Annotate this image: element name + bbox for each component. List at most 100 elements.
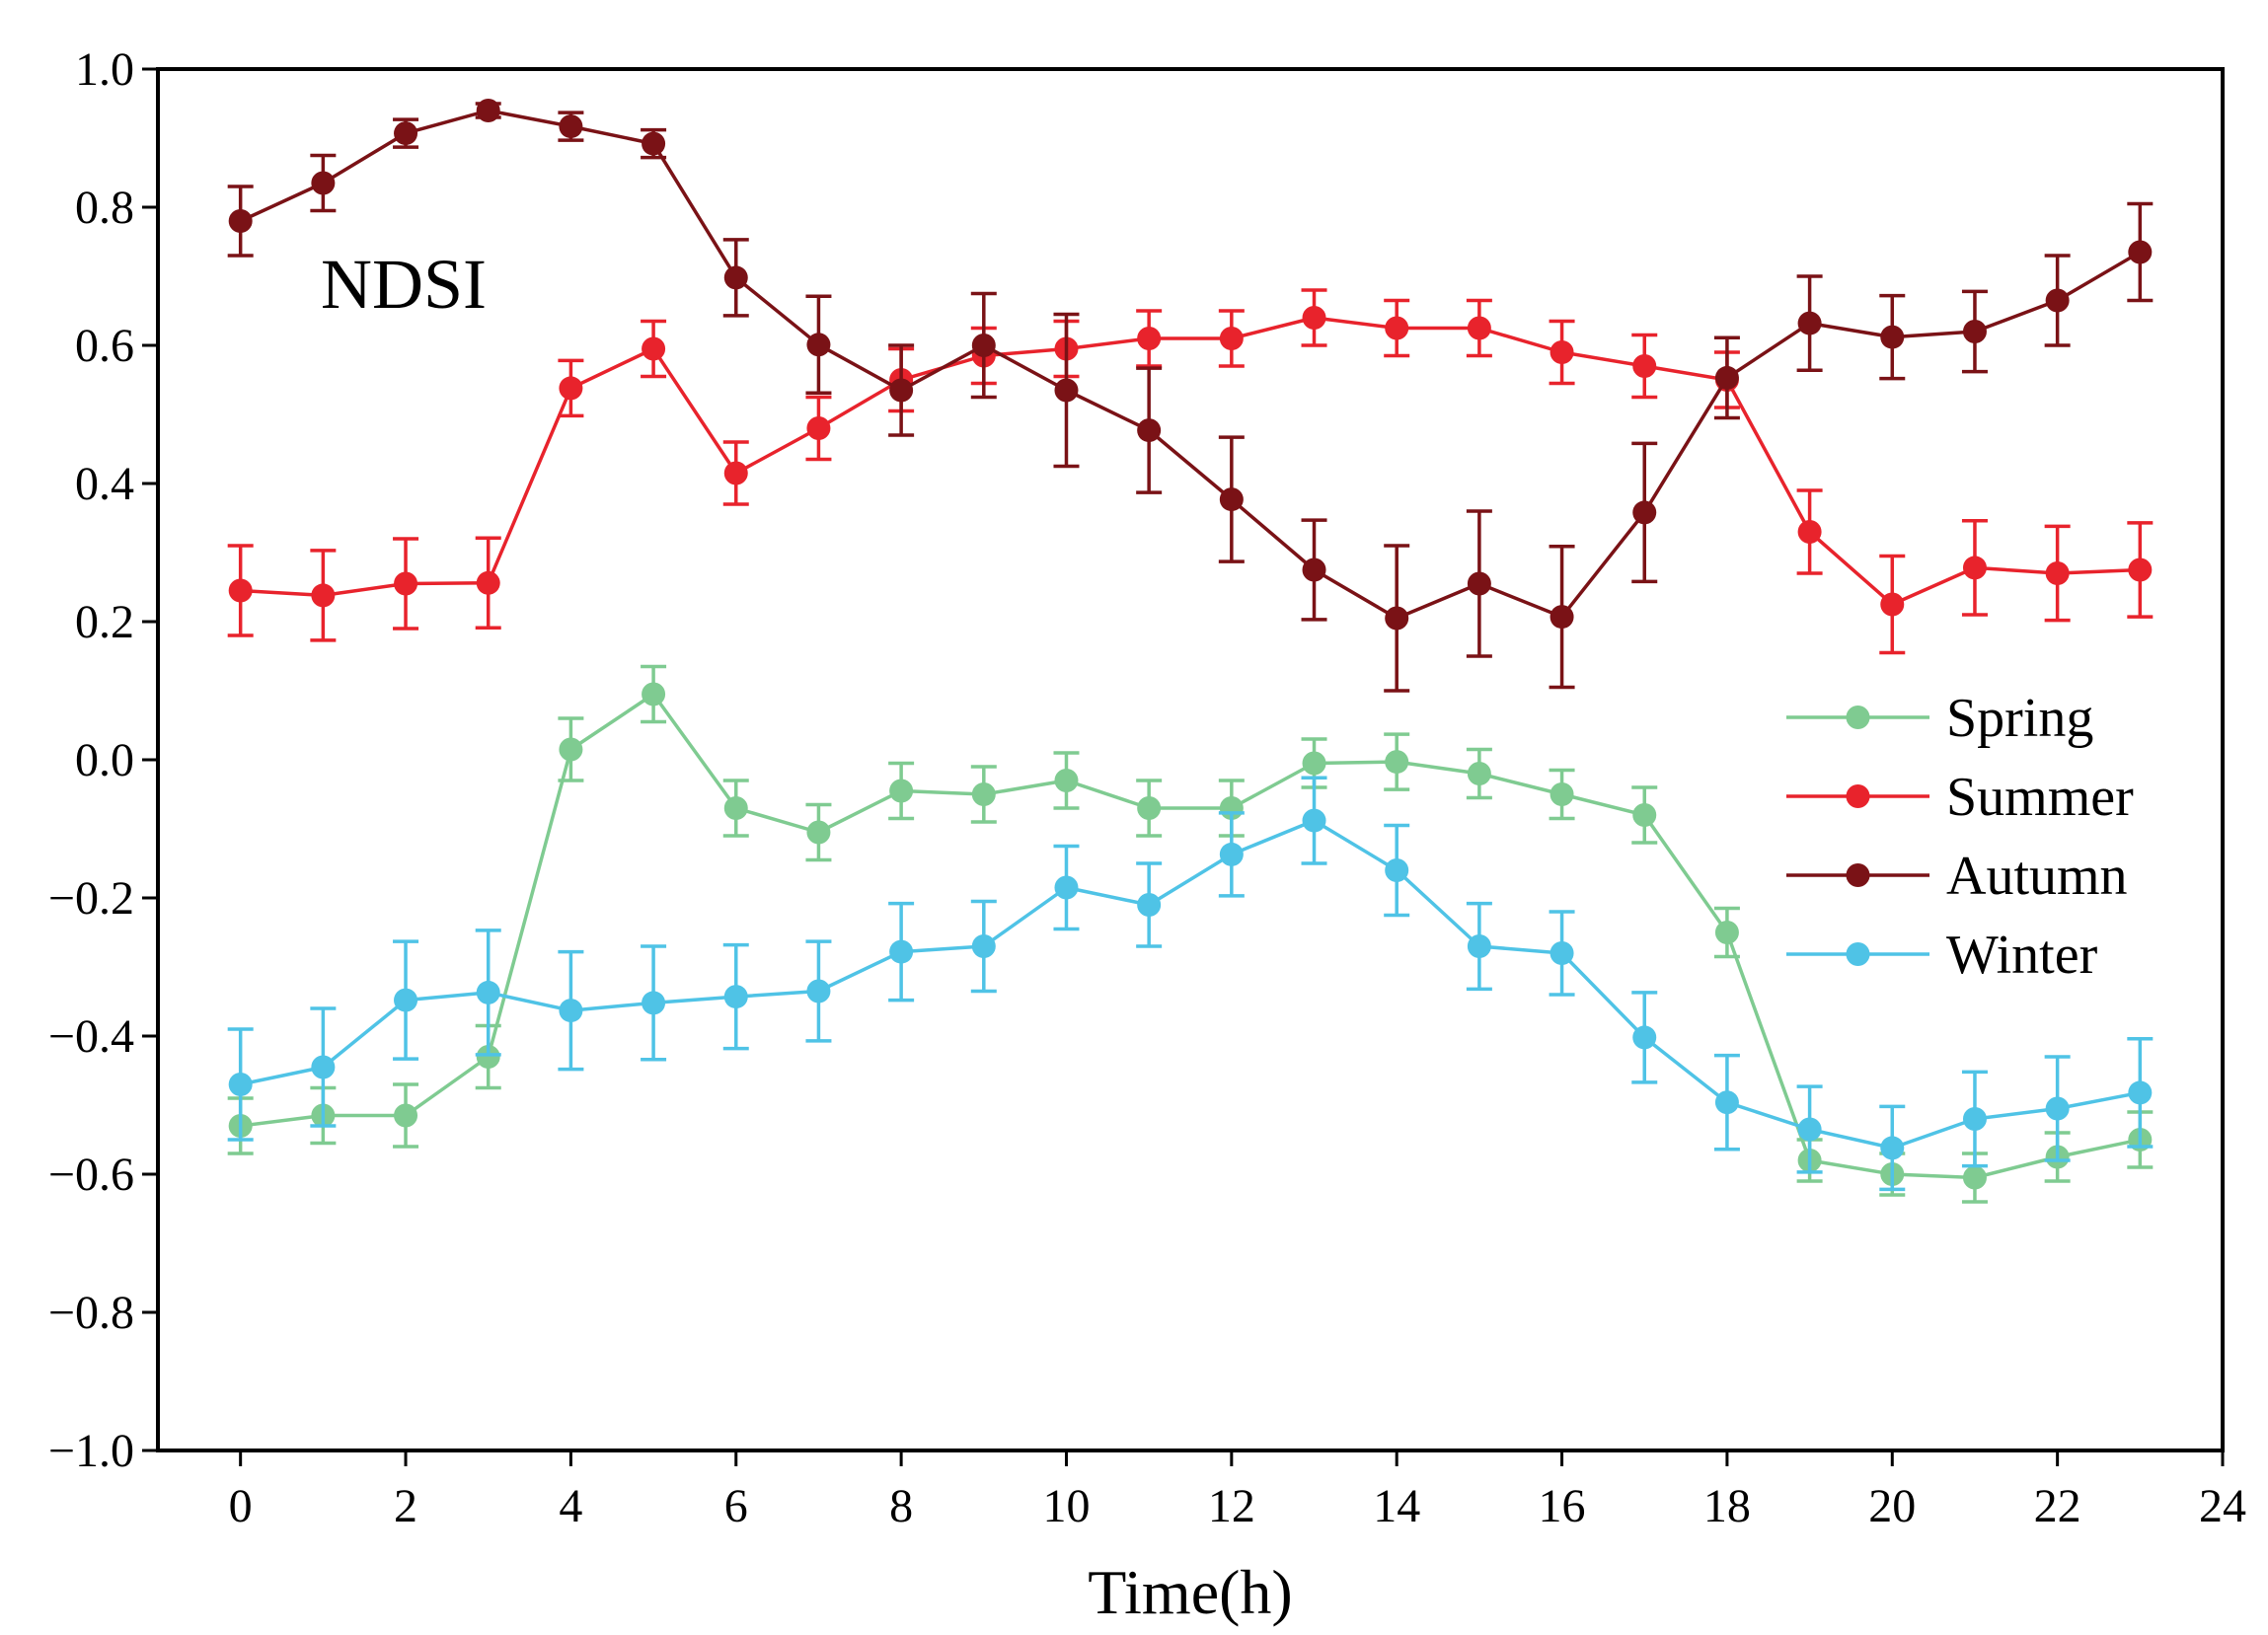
summer-point <box>476 570 500 595</box>
winter-point <box>971 934 996 958</box>
summer-point <box>1467 316 1491 340</box>
legend-marker-spring <box>1846 706 1870 729</box>
x-tick-label: 20 <box>1868 1480 1916 1532</box>
winter-point <box>1054 875 1079 900</box>
autumn-point <box>1302 557 1326 582</box>
legend-item-spring: Spring <box>1786 688 2093 749</box>
summer-point <box>311 583 336 608</box>
spring-point <box>394 1103 418 1128</box>
autumn-point <box>1632 500 1657 525</box>
winter-line <box>240 818 2141 1151</box>
summer-point <box>1385 316 1409 340</box>
summer-point <box>228 578 253 603</box>
autumn-point <box>806 333 831 357</box>
autumn-line <box>239 109 2142 621</box>
winter-point <box>1797 1117 1822 1142</box>
spring-point <box>1714 921 1739 944</box>
spring-point <box>559 737 583 762</box>
y-tick-label: 0.8 <box>75 182 134 234</box>
winter-point <box>1219 842 1244 866</box>
legend: Spring Summer Autumn Winter <box>1786 688 2134 986</box>
x-axis-title: Time(h) <box>1088 1557 1292 1627</box>
legend-label-spring: Spring <box>1946 688 2093 749</box>
autumn-point <box>311 171 336 195</box>
winter-point <box>1880 1136 1905 1160</box>
summer-point <box>1632 354 1657 378</box>
legend-item-summer: Summer <box>1786 767 2134 828</box>
legend-label-summer: Summer <box>1946 767 2134 828</box>
winter-point <box>559 999 583 1023</box>
autumn-point <box>1467 571 1491 596</box>
winter-point <box>311 1055 336 1079</box>
summer-point <box>1219 327 1244 350</box>
spring-point <box>1632 803 1657 827</box>
autumn-point <box>1880 325 1905 349</box>
panel-label: NDSI <box>321 245 487 324</box>
x-tick-label: 16 <box>1539 1480 1586 1532</box>
x-tick-label: 6 <box>724 1480 748 1532</box>
summer-point <box>1880 592 1905 617</box>
spring-point <box>1302 751 1326 776</box>
autumn-point <box>1962 320 1987 343</box>
x-tick-label: 14 <box>1373 1480 1420 1532</box>
winter-point <box>1632 1025 1657 1050</box>
summer-point <box>1137 327 1162 350</box>
autumn-point <box>723 265 748 290</box>
series-winter <box>227 776 2154 1192</box>
spring-point <box>1137 796 1162 820</box>
x-tick-label: 10 <box>1042 1480 1090 1532</box>
winter-point <box>1714 1090 1739 1115</box>
x-tick-label: 4 <box>559 1480 582 1532</box>
winter-point <box>394 988 418 1012</box>
autumn-point <box>1550 605 1574 630</box>
spring-point <box>642 682 666 706</box>
winter-point <box>1550 941 1574 965</box>
y-tick-label: −1.0 <box>48 1425 134 1477</box>
winter-point <box>1962 1107 1987 1131</box>
winter-point <box>1302 808 1326 833</box>
autumn-point <box>1797 311 1822 335</box>
winter-point <box>1385 858 1409 882</box>
x-tick-label: 2 <box>394 1480 417 1532</box>
winter-point <box>1137 893 1162 917</box>
autumn-point <box>476 99 500 122</box>
autumn-point <box>228 209 253 233</box>
series-layer <box>227 99 2154 1204</box>
spring-line <box>240 692 2141 1180</box>
winter-point <box>889 939 914 964</box>
winter-point <box>2045 1096 2070 1121</box>
y-tick-label: −0.2 <box>48 872 134 925</box>
y-tick-label: −0.8 <box>48 1287 134 1339</box>
winter-point <box>228 1073 253 1096</box>
y-tick-label: 0.2 <box>75 596 134 648</box>
x-tick-label: 12 <box>1208 1480 1255 1532</box>
y-tick-label: −0.6 <box>48 1149 134 1201</box>
autumn-point <box>889 378 914 403</box>
y-tick-label: 0.4 <box>75 458 134 510</box>
autumn-point <box>1219 487 1244 512</box>
summer-point <box>2045 561 2070 585</box>
y-tick-label: −0.4 <box>48 1010 134 1063</box>
summer-point <box>559 376 583 401</box>
winter-point <box>1467 934 1491 958</box>
y-tick-label: 1.0 <box>75 43 134 96</box>
autumn-point <box>2128 240 2153 264</box>
autumn-point <box>1714 365 1739 390</box>
spring-point <box>723 796 748 820</box>
spring-point <box>1385 750 1409 775</box>
summer-point <box>806 416 831 440</box>
spring-point <box>971 782 996 806</box>
autumn-point <box>971 334 996 357</box>
summer-point <box>1962 556 1987 580</box>
summer-point <box>1797 520 1822 544</box>
spring-point <box>1962 1165 1987 1190</box>
y-tick-label: 0.6 <box>75 320 134 372</box>
y-tick-label: 0.0 <box>75 734 134 786</box>
winter-point <box>723 985 748 1009</box>
autumn-point <box>394 121 418 146</box>
autumn-point <box>1137 418 1162 443</box>
summer-point <box>1550 340 1574 364</box>
x-tick-label: 0 <box>229 1480 253 1532</box>
spring-point <box>1467 762 1491 785</box>
